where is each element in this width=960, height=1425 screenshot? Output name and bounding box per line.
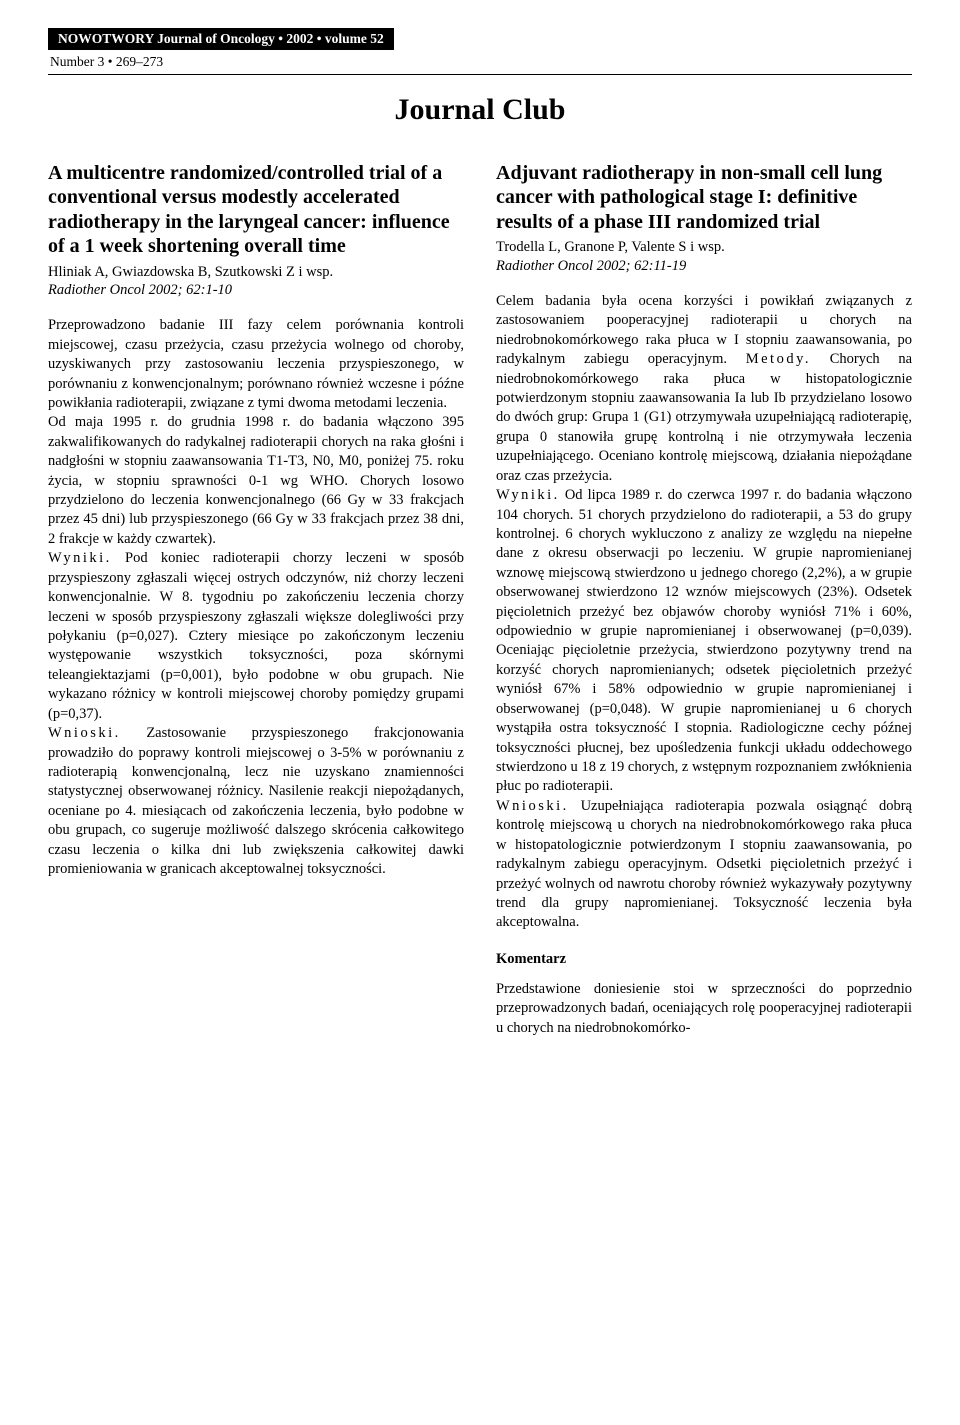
left-para-3-text: Pod koniec radioterapii chorzy leczeni w… (48, 550, 464, 721)
wnioski-label: Wnioski. (48, 725, 121, 741)
left-column: A multicentre randomized/controlled tria… (48, 161, 464, 1038)
wyniki-label: Wyniki. (48, 550, 112, 566)
header-rule (48, 74, 912, 75)
citation-right: Radiother Oncol 2002; 62:11-19 (496, 257, 912, 276)
article-title-right: Adjuvant radiotherapy in non-small cell … (496, 161, 912, 234)
left-para-4-text: Zastosowanie przyspieszonego frakcjonowa… (48, 725, 464, 877)
journal-banner: NOWOTWORY Journal of Oncology • 2002 • v… (48, 28, 394, 50)
citation-left: Radiother Oncol 2002; 62:1-10 (48, 281, 464, 300)
left-para-1: Przeprowadzono badanie III fazy celem po… (48, 316, 464, 413)
right-para-2-text: Chorych na niedrobnokomórkowego raka płu… (496, 351, 912, 484)
left-para-3: Wyniki. Pod koniec radioterapii chorzy l… (48, 549, 464, 724)
issue-line: Number 3 • 269–273 (48, 50, 912, 72)
wnioski-label-right: Wnioski. (496, 798, 569, 814)
metody-label: Metody. (746, 351, 811, 367)
wyniki-label-right: Wyniki. (496, 487, 560, 503)
right-para-4: Wnioski. Uzupełniająca radioterapia pozw… (496, 797, 912, 933)
authors-right: Trodella L, Granone P, Valente S i wsp. (496, 238, 912, 257)
left-para-2: Od maja 1995 r. do grudnia 1998 r. do ba… (48, 413, 464, 549)
right-column: Adjuvant radiotherapy in non-small cell … (496, 161, 912, 1038)
right-para-4-text: Uzupełniająca radioterapia pozwala osiąg… (496, 798, 912, 931)
komentarz-heading: Komentarz (496, 951, 912, 968)
right-para-3-text: Od lipca 1989 r. do czerwca 1997 r. do b… (496, 487, 912, 794)
right-para-1: Celem badania była ocena korzyści i powi… (496, 292, 912, 486)
journal-club-title: Journal Club (48, 93, 912, 127)
authors-left: Hliniak A, Gwiazdowska B, Szutkowski Z i… (48, 263, 464, 282)
komentarz-para: Przedstawione doniesienie stoi w sprzecz… (496, 980, 912, 1038)
right-para-3: Wyniki. Od lipca 1989 r. do czerwca 1997… (496, 486, 912, 797)
left-para-4: Wnioski. Zastosowanie przyspieszonego fr… (48, 724, 464, 879)
article-title-left: A multicentre randomized/controlled tria… (48, 161, 464, 259)
two-column-layout: A multicentre randomized/controlled tria… (48, 161, 912, 1038)
